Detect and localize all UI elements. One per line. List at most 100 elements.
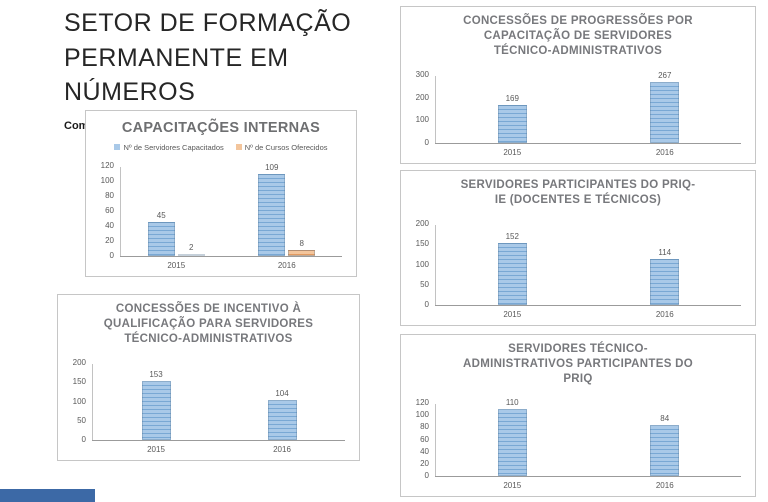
bar-with-label: 110 [497,399,527,476]
bar-with-label: 153 [141,370,171,440]
y-axis-tick-label: 40 [420,446,429,456]
y-axis-tick-label: 300 [415,70,429,79]
y-axis-tick-label: 50 [77,415,86,425]
y-axis-tick-label: 200 [72,358,86,367]
footer-accent-bar [0,489,95,502]
x-axis-labels: 2015 2016 [436,306,741,321]
chart-card-concessoes-progressoes: CONCESSÕES DE PROGRESSÕES POR CAPACITAÇÃ… [400,6,756,164]
bar-with-label: 152 [497,232,527,305]
legend-item: Nº de Cursos Oferecidos [235,143,328,152]
x-axis-line [120,256,342,257]
bar-value-label: 2 [189,243,194,252]
bar-group: 169 [436,75,589,143]
y-axis-line [435,404,436,477]
x-axis-category-label: 2016 [655,148,674,157]
legend-swatch [114,144,121,151]
y-axis-tick-label: 0 [81,435,86,444]
bar-chart-capacitacoes-internas: 0 20 40 60 80 100 120 45 2 109 8 2015 2016 [90,154,350,272]
bar-group: 110 [436,399,589,476]
y-axis-tick-label: 100 [72,396,86,406]
bar-with-label: 45 [147,212,175,256]
bar-groups: 110 84 [436,399,742,476]
y-axis-line [92,364,93,441]
bar [141,381,171,440]
chart-title: SERVIDORES PARTICIPANTES DO PRIQ-IE (DOC… [460,179,696,206]
bar-value-label: 152 [505,232,519,242]
bar [650,82,680,143]
x-axis-category-label: 2016 [277,261,296,270]
bar [267,399,297,440]
bar-chart-servidores-tecnico-adm-priq: 0 20 40 60 80 100 120 110 84 2015 2016 [405,391,749,492]
y-axis-tick-label: 60 [105,206,114,215]
bar-value-label: 114 [658,247,672,257]
y-axis-tick-label: 150 [72,377,86,387]
chart-card-servidores-tecnico-adm-priq: SERVIDORES TÉCNICO-ADMINISTRATIVOS PARTI… [400,334,756,497]
chart-card-capacitacoes-internas: CAPACITAÇÕES INTERNAS Nº de Servidores C… [85,110,357,277]
bar-group: 114 [589,224,742,305]
legend-item: Nº de Servidores Capacitados [114,142,224,152]
y-axis-tick-label: 200 [415,219,429,228]
x-axis-line [435,476,741,477]
y-axis-tick-label: 20 [105,236,114,245]
bar-with-label: 109 [258,163,286,256]
y-axis-tick-label: 100 [415,115,429,125]
bar-value-label: 109 [265,163,279,173]
y-axis-tick-label: 150 [415,239,429,249]
bar [650,258,680,305]
x-axis-category-label: 2016 [655,481,674,490]
bar-groups: 153 104 [93,363,345,440]
x-axis-category-label: 2016 [273,445,291,454]
x-axis-line [435,305,741,306]
bar [177,254,205,256]
y-axis-tick-label: 40 [105,221,114,230]
y-axis-tick-label: 50 [420,279,429,289]
y-axis-tick-label: 0 [424,471,429,480]
y-axis-tick-label: 0 [424,300,429,309]
bar-with-label: 267 [650,71,680,143]
bar-value-label: 153 [149,370,163,380]
bar-with-label: 114 [650,247,680,305]
chart-title: CONCESSÕES DE INCENTIVO À QUALIFICAÇÃO P… [103,303,314,345]
x-axis-labels: 2015 2016 [436,477,741,492]
bar-value-label: 267 [658,71,672,81]
bar-group: 84 [589,403,742,476]
bar-value-label: 104 [275,388,289,398]
x-axis-labels: 2015 2016 [121,257,342,272]
legend-label: Nº de Servidores Capacitados [123,142,224,152]
x-axis-labels: 2015 2016 [93,441,345,456]
bar-groups: 152 114 [436,224,741,305]
y-axis-tick-label: 80 [420,422,429,432]
y-axis-line [435,76,436,144]
y-axis-tick-label: 60 [420,434,429,444]
y-axis-line [435,225,436,306]
chart-title: CONCESSÕES DE PROGRESSÕES POR CAPACITAÇÃ… [463,15,693,57]
bar-value-label: 169 [505,93,519,103]
bar [258,174,286,256]
bar-value-label: 8 [299,239,304,248]
y-axis-tick-label: 100 [415,259,429,269]
x-axis-line [92,440,345,441]
legend-swatch [235,144,242,151]
bar [650,424,680,476]
y-axis-tick-label: 200 [415,92,429,102]
y-axis-tick-label: 100 [100,176,114,185]
x-axis-labels: 2015 2016 [436,144,741,159]
x-axis-category-label: 2016 [655,310,674,319]
y-axis-tick-label: 0 [424,138,429,147]
y-axis-tick-label: 100 [415,410,429,420]
y-axis-tick-label: 20 [420,458,429,468]
bar-chart-concessoes-incentivo: 0 50 100 150 200 153 104 2015 2016 [62,351,353,456]
bar-with-label: 8 [288,239,316,256]
chart-title: SERVIDORES TÉCNICO-ADMINISTRATIVOS PARTI… [462,343,694,385]
x-axis-category-label: 2015 [503,148,522,157]
bar [147,222,175,256]
bar-with-label: 104 [267,388,297,440]
bar-group: 109 8 [232,163,343,256]
y-axis-line [120,167,121,257]
y-axis-tick-label: 120 [100,161,114,170]
y-axis-tick-label: 80 [105,191,114,200]
chart-card-servidores-priq-ie: SERVIDORES PARTICIPANTES DO PRIQ-IE (DOC… [400,170,756,326]
bar-group: 45 2 [121,166,232,256]
x-axis-line [435,143,741,144]
